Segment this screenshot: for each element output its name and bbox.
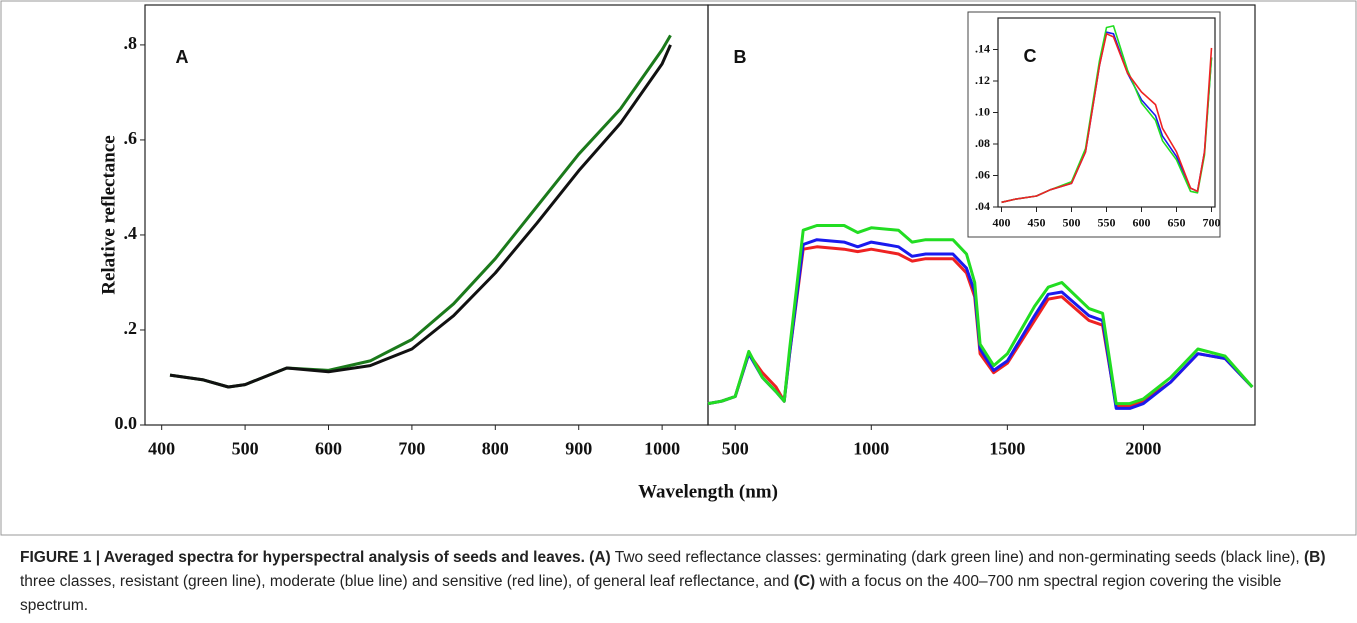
figure: Wavelength (nm) 400 500 600 700 800 900 1000 0.… [0, 0, 1357, 536]
x-tick-label: 700 [1203, 216, 1221, 230]
x-tick-label: 600 [315, 438, 342, 458]
x-tick-label: 500 [1063, 216, 1081, 230]
plot-frame [707, 4, 1256, 426]
y-tick-label: .12 [975, 73, 990, 87]
caption-text: Two seed reflectance classes: germinatin… [610, 549, 1304, 566]
y-axis-label: Relative reflectance [98, 135, 119, 294]
caption-text: three classes, resistant (green line), m… [20, 573, 794, 590]
y-tick-label: .08 [975, 136, 990, 150]
series-line [707, 238, 1254, 410]
y-tick-label: .06 [975, 167, 990, 181]
x-tick-label: 700 [398, 438, 425, 458]
x-tick-label: 1500 [989, 438, 1025, 458]
x-tick-label: 650 [1168, 216, 1186, 230]
y-tick-label: 0.0 [115, 413, 138, 433]
x-tick-label: 500 [232, 438, 259, 458]
series-line [707, 245, 1254, 408]
series-line [707, 224, 1254, 406]
x-tick-label: 450 [1028, 216, 1046, 230]
y-tick-label: .14 [975, 41, 990, 55]
x-tick-label: 400 [148, 438, 175, 458]
x-tick-label: 1000 [644, 438, 680, 458]
x-tick-label: 800 [482, 438, 509, 458]
series-line [169, 44, 672, 389]
caption-text: (B) [1303, 549, 1326, 566]
x-axis-label: Wavelength (nm) [638, 481, 778, 502]
caption-text: FIGURE 1 | Averaged spectra for hyperspe… [20, 549, 611, 566]
inset-frame [967, 11, 1221, 238]
panel-label: B [734, 47, 747, 67]
x-tick-label: 600 [1133, 216, 1151, 230]
caption-text: (C) [793, 573, 816, 590]
x-tick-label: 400 [993, 216, 1011, 230]
x-tick-label: 1000 [853, 438, 889, 458]
y-tick-label: .6 [124, 128, 138, 148]
panel-label: C [1024, 46, 1037, 66]
figure-border [0, 0, 1357, 536]
x-tick-label: 550 [1098, 216, 1116, 230]
x-tick-label: 2000 [1125, 438, 1161, 458]
series-line [1001, 33, 1213, 204]
y-tick-label: .4 [124, 223, 138, 243]
y-tick-label: .04 [975, 199, 990, 213]
caption: FIGURE 1 | Averaged spectra for hyperspe… [20, 546, 1340, 618]
x-tick-label: 900 [565, 438, 592, 458]
plot-frame [144, 4, 709, 426]
series-line [169, 34, 672, 389]
x-tick-label: 500 [722, 438, 749, 458]
y-tick-label: .2 [124, 318, 138, 338]
panel-label: A [176, 47, 189, 67]
caption-text: with a focus on the 400–700 nm spectral … [20, 573, 1282, 614]
y-tick-label: .8 [124, 33, 138, 53]
y-tick-label: .10 [975, 104, 990, 118]
